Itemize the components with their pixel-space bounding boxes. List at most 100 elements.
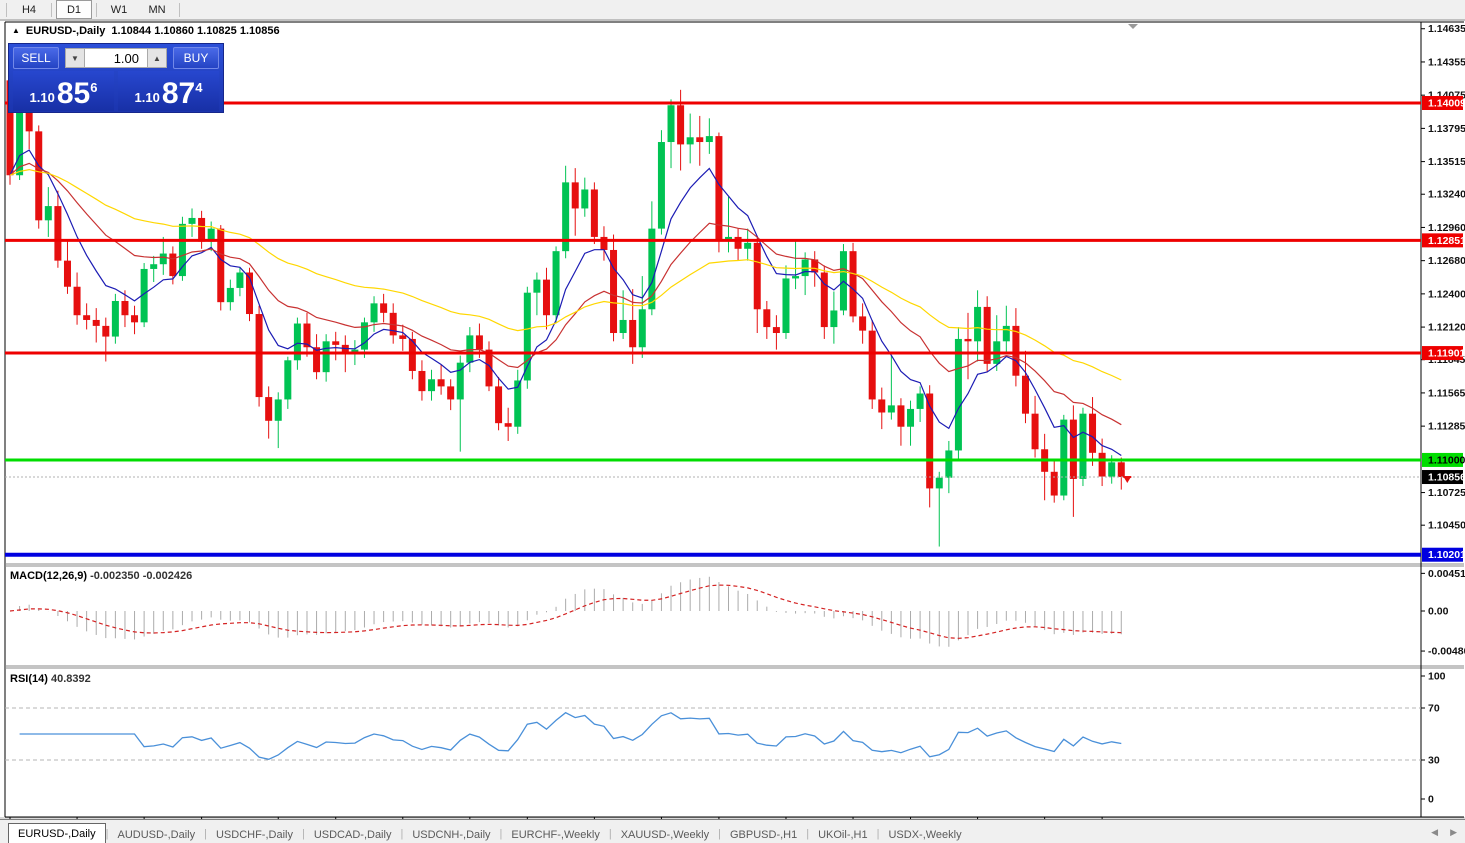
volume-input[interactable]: 1.00 [85, 48, 147, 68]
tab-scroll-left-icon[interactable]: ◀ [1431, 826, 1439, 837]
candle [619, 319, 627, 334]
chart-tab-usdchf-daily[interactable]: USDCHF-,Daily [215, 828, 293, 841]
svg-text:1.13240: 1.13240 [1428, 189, 1465, 201]
buy-price-display[interactable]: 1.10 87 4 [118, 71, 219, 111]
volume-decrease-button[interactable]: ▼ [65, 48, 85, 68]
candle [562, 182, 570, 252]
candle [935, 477, 943, 489]
candle [140, 268, 148, 323]
candle [198, 217, 206, 242]
timeframe-button-d1[interactable]: D1 [56, 0, 92, 19]
chart-title-row: ▲ EURUSD-,Daily 1.10844 1.10860 1.10825 … [12, 25, 280, 37]
timeframe-button-h4[interactable]: H4 [21, 3, 37, 16]
candle [188, 217, 196, 224]
candle [131, 315, 139, 323]
rsi-value: 40.8392 [50, 673, 91, 685]
chart-tab-eurusd-daily[interactable]: EURUSD-,Daily [8, 823, 106, 843]
candle [169, 253, 177, 277]
svg-text:1.11565: 1.11565 [1428, 387, 1465, 399]
candle [485, 349, 493, 387]
candle [696, 137, 704, 143]
svg-text:1.12120: 1.12120 [1428, 322, 1465, 334]
candle [73, 286, 81, 316]
candle [916, 393, 924, 409]
sell-button[interactable]: SELL [13, 47, 59, 69]
current-price-badge [1422, 470, 1463, 485]
candle [753, 242, 761, 310]
candle [54, 206, 62, 261]
sell-price-display[interactable]: 1.10 85 6 [13, 71, 114, 111]
candle [332, 341, 340, 345]
candle [974, 306, 982, 342]
chart-tab-audusd-daily[interactable]: AUDUSD-,Daily [117, 828, 196, 841]
buy-button[interactable]: BUY [173, 47, 219, 69]
candle [380, 303, 388, 313]
svg-text:1.11285: 1.11285 [1428, 421, 1465, 433]
candle [313, 347, 321, 373]
chart-tab-usdcnh-daily[interactable]: USDCNH-,Daily [412, 828, 491, 841]
ma-slow [9, 168, 1122, 381]
candle [638, 309, 646, 348]
candle [255, 314, 263, 398]
candle [44, 206, 52, 221]
tab-separator: | [718, 827, 721, 840]
candle [581, 189, 589, 209]
candle [667, 105, 675, 143]
candle [792, 276, 800, 279]
svg-text:1.10856: 1.10856 [1428, 472, 1465, 484]
candle [83, 315, 91, 320]
tab-separator: | [806, 827, 810, 840]
macd-indicator-label: MACD(12,26,9) -0.002350 -0.002426 [10, 570, 193, 582]
price-badge-1.12851 [1422, 233, 1463, 248]
candle [542, 279, 550, 316]
tab-scroll-right-icon[interactable]: ▶ [1450, 826, 1457, 837]
candle [150, 264, 158, 269]
tab-separator: | [400, 827, 404, 840]
candle [907, 408, 915, 427]
candle [571, 182, 579, 209]
candle [725, 236, 732, 241]
candle [1098, 452, 1106, 477]
candle [1079, 413, 1087, 479]
candle [772, 327, 780, 334]
buy-price-pip-digit: 4 [195, 80, 203, 95]
candle [102, 325, 110, 337]
candle [303, 323, 311, 348]
candle [859, 316, 867, 331]
volume-increase-button[interactable]: ▲ [147, 48, 167, 68]
candle [686, 137, 694, 145]
candle [246, 272, 253, 315]
buy-price-big-digits: 87 [161, 77, 196, 110]
candle [868, 330, 876, 400]
timeframe-button-mn[interactable]: MN [148, 3, 166, 16]
tab-separator: | [105, 827, 109, 840]
price-badge-1.14009 [1422, 96, 1463, 110]
chart-tab-ukoil-h1[interactable]: UKOil-,H1 [818, 828, 868, 841]
chart-plot-area[interactable]: 1.146351.143551.140751.137951.135151.132… [0, 19, 1465, 819]
candle [121, 300, 129, 316]
candle [1021, 375, 1029, 414]
chart-tab-xauusd-weekly[interactable]: XAUUSD-,Weekly [620, 828, 710, 841]
tab-separator: | [608, 827, 612, 840]
candle [408, 338, 416, 371]
chart-tab-usdcad-daily[interactable]: USDCAD-,Daily [313, 828, 392, 841]
candle [351, 349, 359, 352]
chart-tab-eurchf-weekly[interactable]: EURCHF-,Weekly [511, 828, 600, 841]
candle [744, 242, 752, 249]
candle [820, 272, 828, 328]
chart-tab-gbpusd-h1[interactable]: GBPUSD-,H1 [729, 828, 798, 841]
candle [504, 423, 512, 427]
candle [35, 131, 43, 221]
svg-text:1.12400: 1.12400 [1428, 288, 1465, 300]
collapse-triangle-icon[interactable]: ▲ [12, 26, 20, 35]
candle [274, 399, 282, 421]
candle [715, 136, 723, 241]
candle [926, 393, 934, 489]
candle [226, 287, 234, 303]
macd-signal-line [9, 584, 1122, 639]
chart-tab-usdx-weekly[interactable]: USDX-,Weekly [888, 828, 962, 841]
timeframe-button-w1[interactable]: W1 [110, 3, 128, 16]
candle [217, 228, 225, 303]
candle [954, 338, 962, 451]
candle [475, 335, 483, 350]
